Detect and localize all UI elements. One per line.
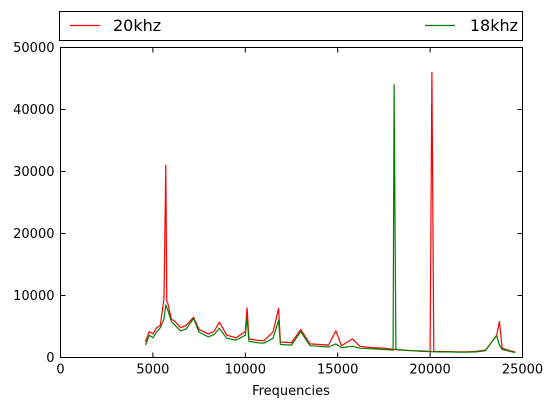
x-tick-label: 25000	[502, 363, 543, 378]
x-tick-label: 10000	[225, 363, 266, 378]
y-tick-label: 0	[46, 351, 54, 366]
plot-area	[60, 47, 523, 358]
x-tick-label: 20000	[409, 363, 450, 378]
x-tick-label: 15000	[317, 363, 358, 378]
plot-frame	[60, 47, 523, 358]
y-axis: 0 10000 20000 30000 40000 50000	[13, 41, 523, 366]
x-axis-label: Frequencies	[252, 384, 330, 399]
legend: 20khz 18khz	[70, 16, 518, 35]
series-line-1	[144, 84, 516, 354]
legend-label-1: 18khz	[470, 16, 518, 35]
x-tick-label: 0	[56, 363, 64, 378]
legend-label-0: 20khz	[113, 16, 161, 35]
y-tick-label: 40000	[13, 103, 54, 118]
y-tick-label: 50000	[13, 41, 54, 56]
x-axis: 0 5000 10000 15000 20000 25000	[56, 47, 543, 378]
x-tick-label: 5000	[136, 363, 169, 378]
y-tick-label: 10000	[13, 289, 54, 304]
y-tick-label: 30000	[13, 165, 54, 180]
series-layer	[144, 71, 516, 354]
y-tick-label: 20000	[13, 227, 54, 242]
